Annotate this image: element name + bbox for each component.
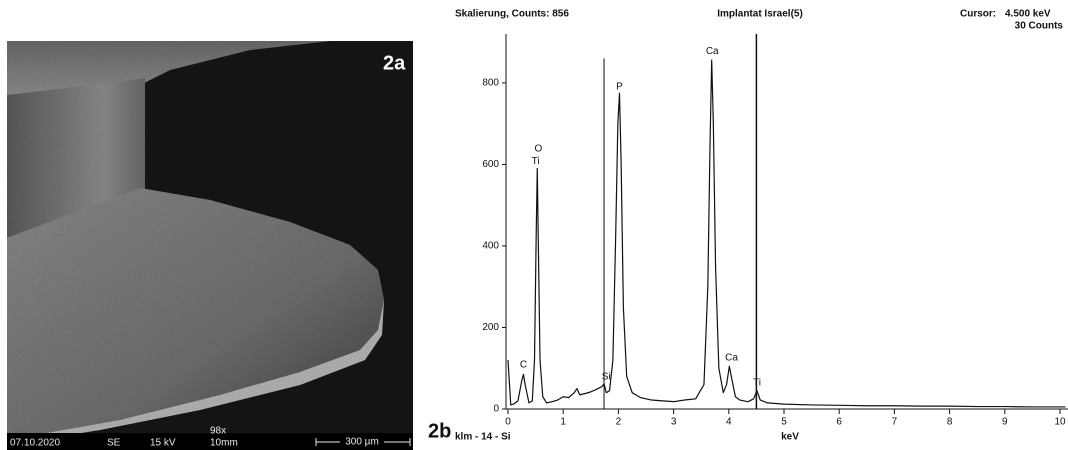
- peak-label: O: [534, 144, 542, 155]
- working-distance: 10mm: [210, 438, 238, 449]
- cursor-label: Cursor:: [960, 9, 996, 20]
- x-axis-label: keV: [781, 432, 799, 443]
- y-tick-label: 600: [482, 159, 499, 170]
- x-tick-label: 4: [726, 417, 732, 428]
- peak-label: C: [520, 360, 527, 371]
- sem-image: 2a 07.10.2020 SE 15 kV 98x 10mm 300 µm: [7, 41, 413, 450]
- peak-label: P: [616, 82, 623, 93]
- x-tick-label: 2: [616, 417, 622, 428]
- magnification: 98x: [210, 426, 226, 437]
- footer: klm - 14 - Si: [455, 432, 511, 443]
- y-tick-label: 400: [482, 241, 499, 252]
- peak-label: Ti: [532, 156, 540, 167]
- peak-label: Ca: [706, 46, 719, 57]
- peak-label: Ti: [753, 378, 761, 389]
- x-tick-label: 8: [947, 417, 953, 428]
- x-tick-label: 7: [892, 417, 898, 428]
- detector: SE: [107, 438, 121, 449]
- x-tick-label: 0: [505, 417, 511, 428]
- panel-label: 2b: [428, 420, 451, 442]
- figure: 2a 07.10.2020 SE 15 kV 98x 10mm 300 µm S…: [0, 0, 1068, 450]
- panel-label: 2a: [383, 52, 406, 74]
- date: 07.10.2020: [10, 438, 60, 449]
- peak-label: Si: [602, 371, 611, 382]
- scale-bar-label: 300 µm: [345, 437, 379, 448]
- voltage: 15 kV: [150, 438, 176, 449]
- y-tick-label: 200: [482, 322, 499, 333]
- x-tick-label: 5: [781, 417, 787, 428]
- x-tick-label: 6: [836, 417, 842, 428]
- x-tick-label: 10: [1054, 417, 1066, 428]
- cursor-counts: 30 Counts: [1015, 21, 1064, 32]
- peak-label: Ca: [725, 352, 738, 363]
- x-tick-label: 3: [671, 417, 677, 428]
- cursor-energy: 4.500 keV: [1005, 9, 1051, 20]
- x-tick-label: 1: [560, 417, 566, 428]
- subtitle: Skalierung, Counts: 856: [455, 9, 569, 20]
- y-tick-label: 0: [493, 404, 499, 415]
- chart-title: Implantat Israel(5): [717, 9, 803, 20]
- x-tick-label: 9: [1002, 417, 1008, 428]
- y-tick-label: 800: [482, 78, 499, 89]
- spectrum-line: [508, 60, 1066, 407]
